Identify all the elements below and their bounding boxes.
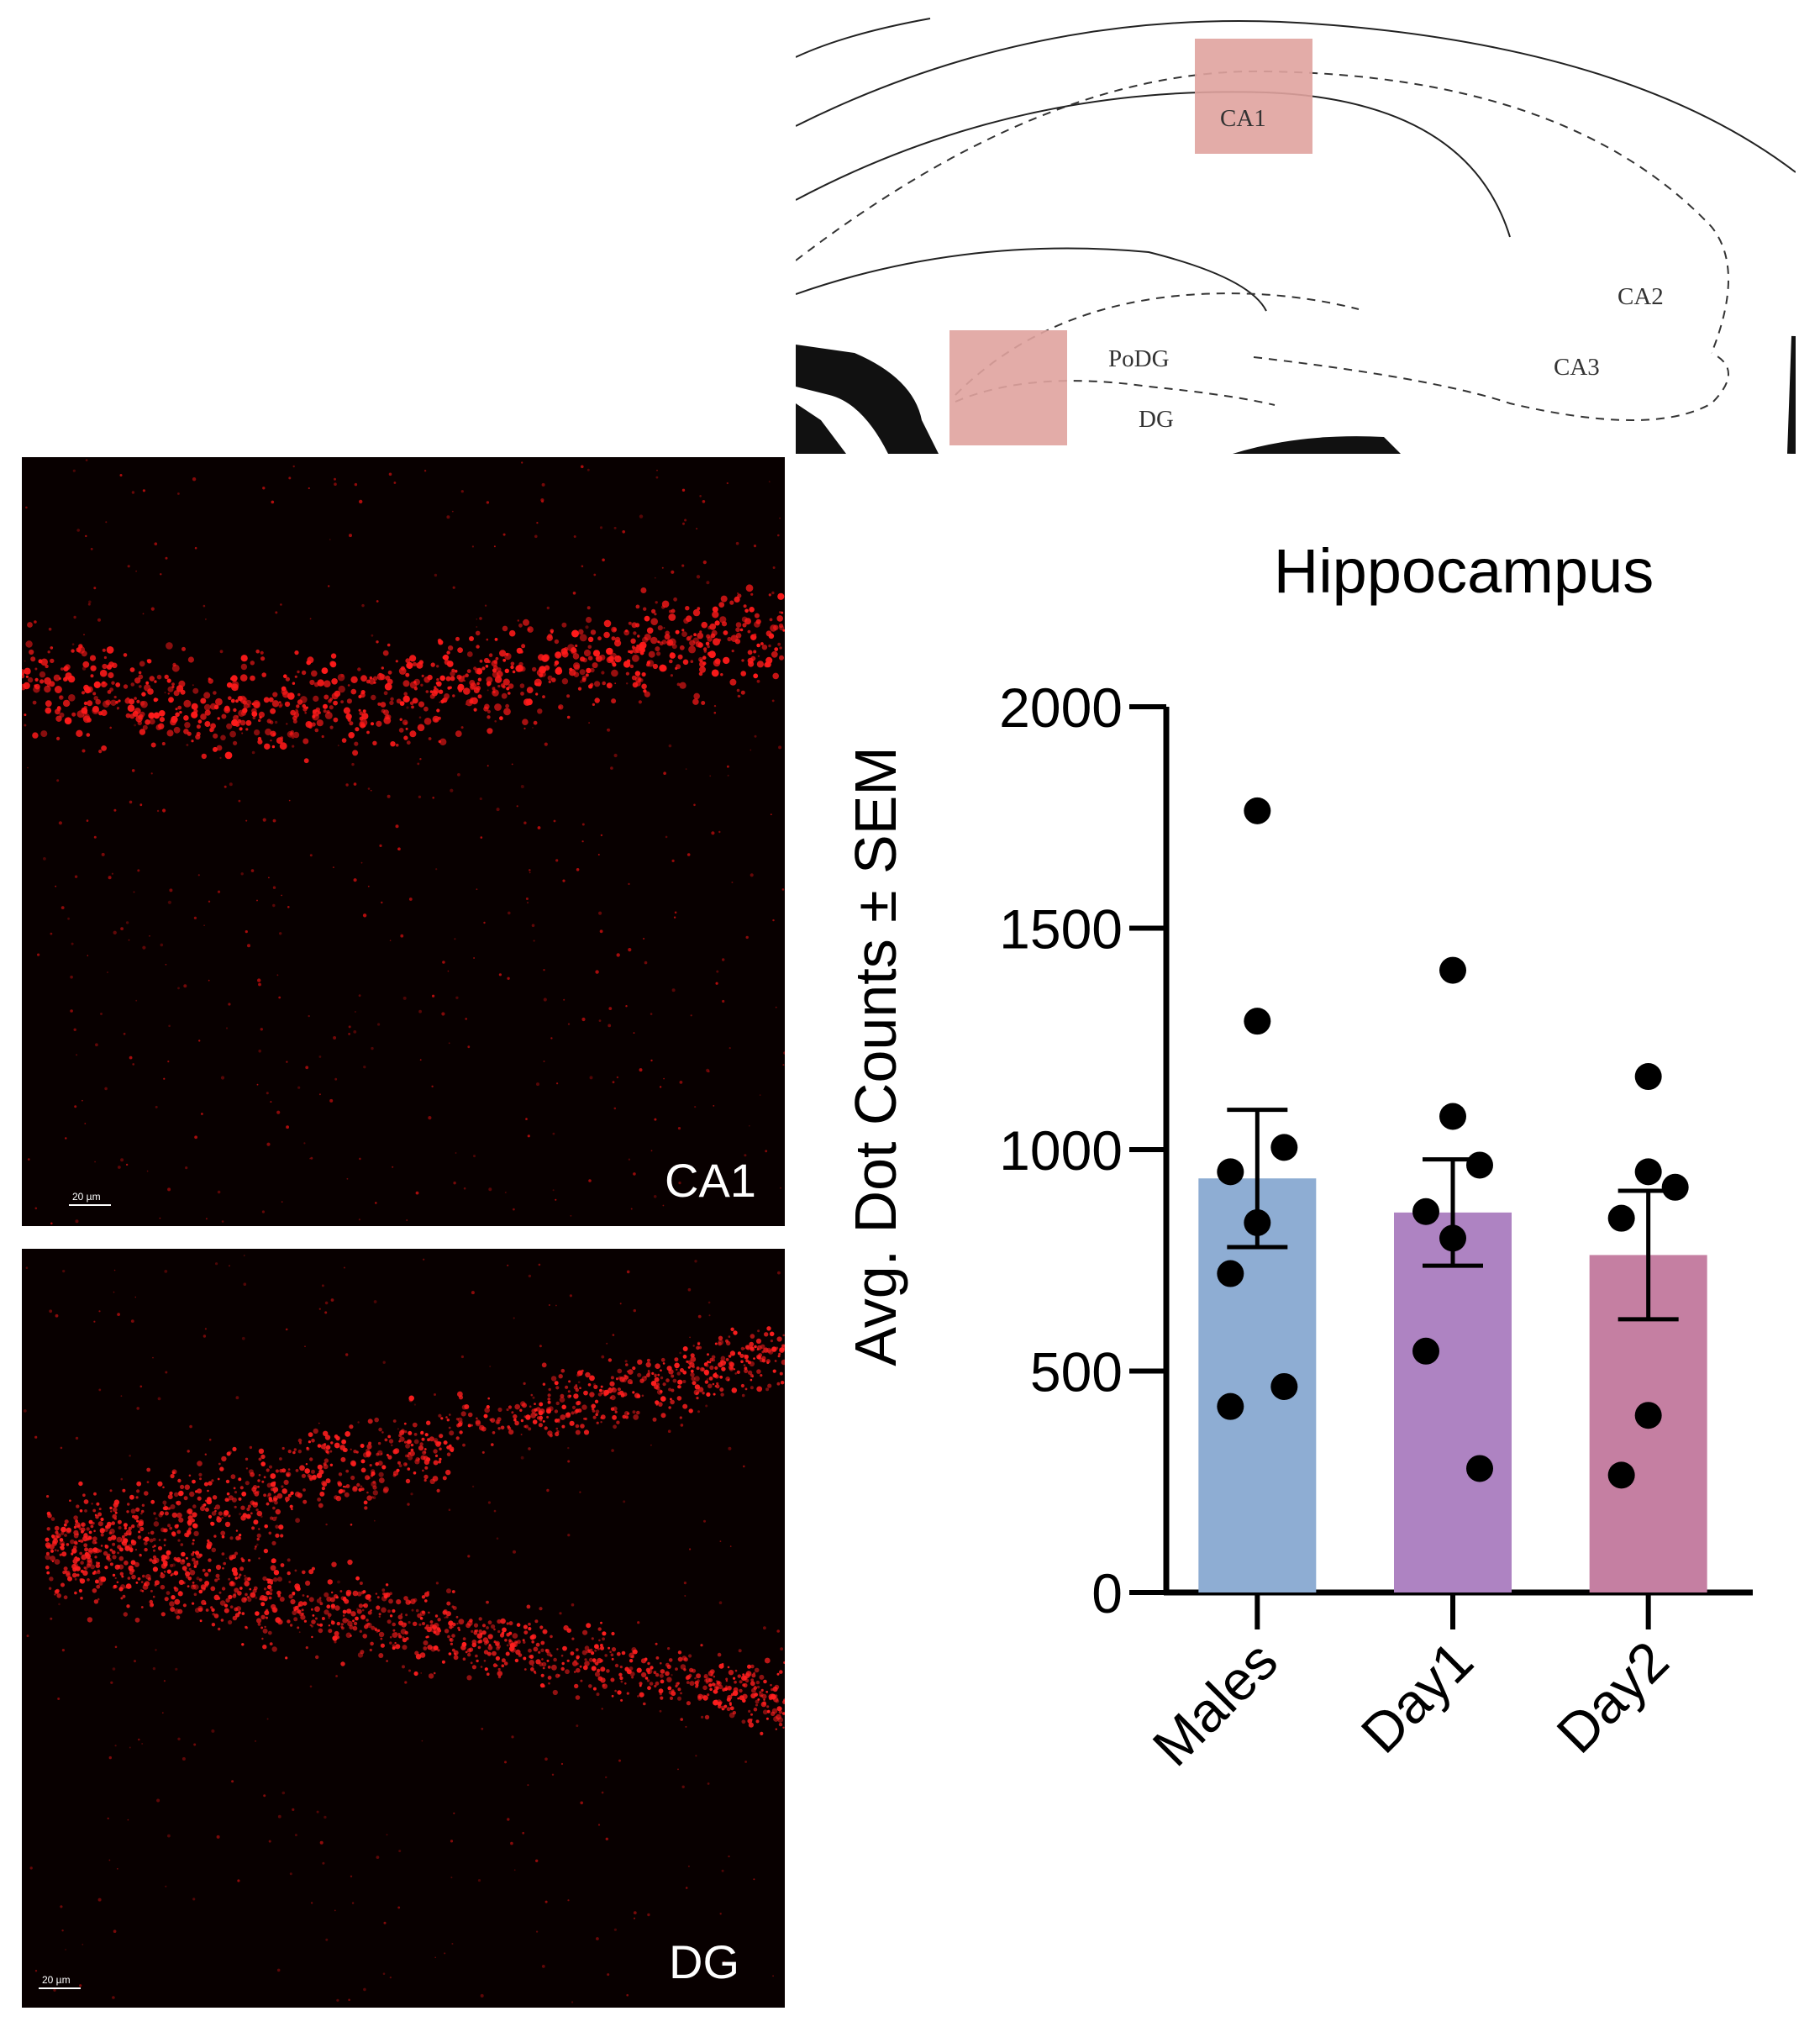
ca1-signal-dots [22, 459, 785, 1225]
data-point [1217, 1392, 1244, 1420]
ca1-micrograph-label: CA1 [665, 1154, 756, 1207]
data-point [1634, 1402, 1662, 1429]
data-point [1439, 956, 1466, 984]
data-point [1217, 1158, 1244, 1186]
data-point [1439, 1103, 1466, 1130]
atlas-label-podg: PoDG [1108, 345, 1170, 372]
y-tick-label: 2000 [999, 676, 1123, 739]
y-tick-label: 1500 [999, 898, 1123, 961]
atlas-label-ca2: CA2 [1617, 283, 1664, 310]
ca1-highlight-box [1195, 39, 1312, 154]
data-point [1270, 1372, 1298, 1400]
data-point [1634, 1063, 1662, 1091]
data-point [1607, 1204, 1635, 1232]
atlas-label-ca1: CA1 [1220, 105, 1266, 132]
y-axis-title: Avg. Dot Counts ± SEM [843, 746, 908, 1366]
ca1-micrograph: 20 µm CA1 [22, 457, 785, 1226]
data-point [1412, 1337, 1439, 1365]
data-point [1412, 1198, 1439, 1225]
data-point [1466, 1151, 1493, 1179]
dg-micrograph-label: DG [669, 1935, 739, 1988]
bar-day1 [1394, 1212, 1512, 1592]
hippocampus-bar-chart: Hippocampus Avg. Dot Counts ± SEM 0 500 10… [823, 504, 1820, 2032]
x-tick-label-day2: Day2 [1544, 1629, 1680, 1765]
x-tick-label-males: Males [1140, 1629, 1289, 1778]
data-point [1607, 1461, 1635, 1489]
data-point [1661, 1173, 1689, 1201]
y-tick-label: 0 [1091, 1562, 1123, 1624]
data-point [1217, 1260, 1244, 1287]
data-point [1439, 1224, 1466, 1252]
x-tick-label-day1: Day1 [1349, 1629, 1485, 1765]
data-point [1244, 797, 1271, 824]
data-point [1270, 1134, 1298, 1161]
scale-bar-label: 20 µm [72, 1191, 101, 1203]
data-point [1466, 1455, 1493, 1482]
data-point [1244, 1008, 1271, 1035]
dg-signal-dots [23, 1255, 785, 2003]
scale-bar-label: 20 µm [42, 1974, 71, 1986]
atlas-label-ca3: CA3 [1554, 354, 1600, 381]
data-point [1634, 1158, 1662, 1186]
y-tick-label: 500 [1030, 1341, 1123, 1403]
data-point [1244, 1208, 1271, 1236]
dg-highlight-box [949, 330, 1067, 445]
hippocampus-atlas-diagram: CA1 CA2 CA3 PoDG DG [796, 0, 1796, 454]
y-tick-label: 1000 [999, 1119, 1123, 1182]
dg-micrograph: 20 µm DG [22, 1249, 785, 2008]
atlas-label-dg: DG [1139, 406, 1174, 433]
chart-title: Hippocampus [1274, 536, 1654, 606]
